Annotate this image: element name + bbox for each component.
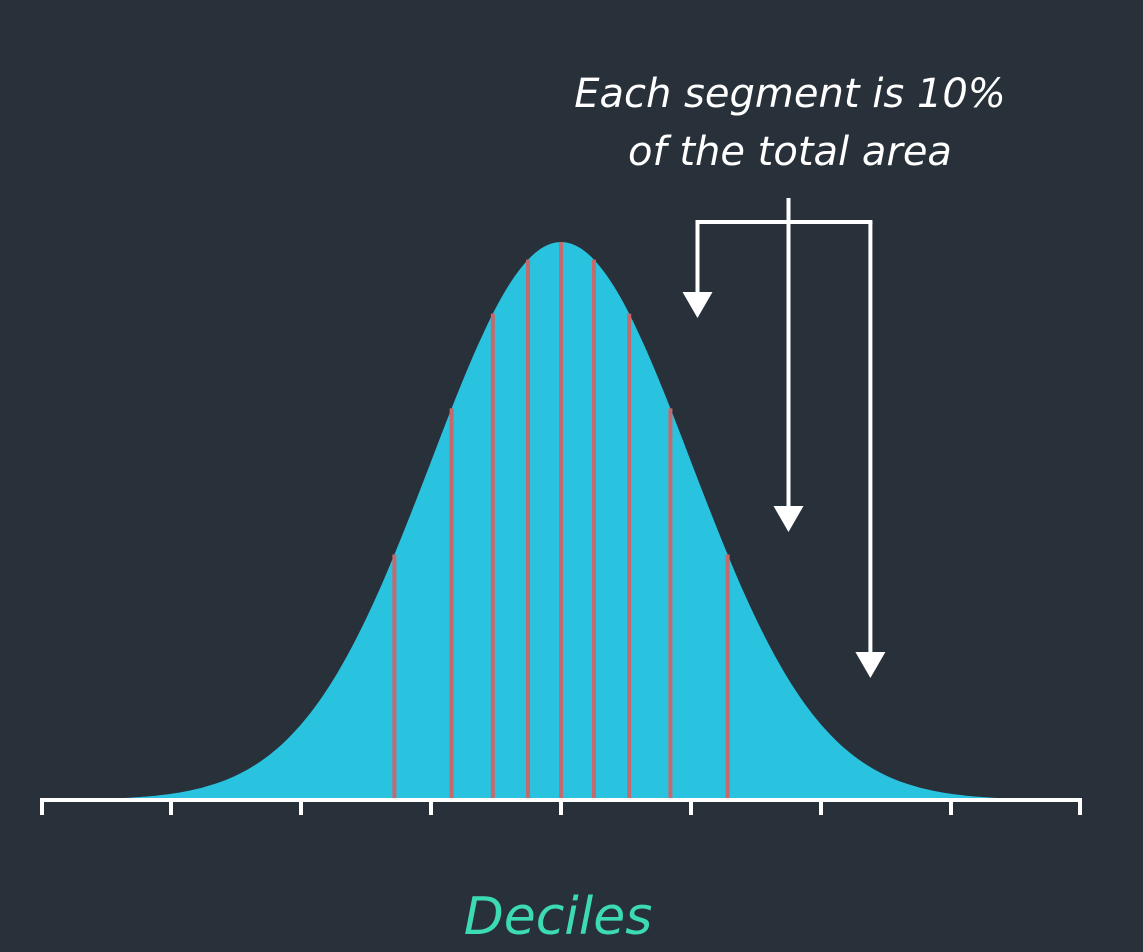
arrow-head	[773, 506, 804, 532]
decile-lines	[392, 242, 730, 800]
deciles-label: Deciles	[464, 887, 653, 947]
annotation-line-1: Each segment is 10%	[574, 71, 1006, 117]
annotation-arrows	[682, 198, 886, 678]
annotation-line-2: of the total area	[628, 129, 952, 175]
arrow-head	[682, 292, 713, 318]
x-axis	[40, 798, 1082, 815]
arrow-head	[855, 652, 886, 678]
